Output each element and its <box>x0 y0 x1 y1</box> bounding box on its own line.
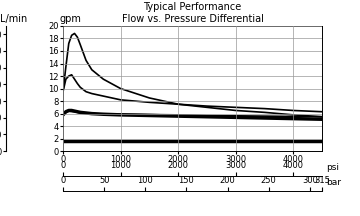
Text: gpm: gpm <box>59 14 81 24</box>
Text: psi: psi <box>326 163 339 172</box>
Text: bar: bar <box>326 178 341 187</box>
Text: L/min: L/min <box>0 14 27 24</box>
Title: Typical Performance
Flow vs. Pressure Differential: Typical Performance Flow vs. Pressure Di… <box>122 2 264 24</box>
